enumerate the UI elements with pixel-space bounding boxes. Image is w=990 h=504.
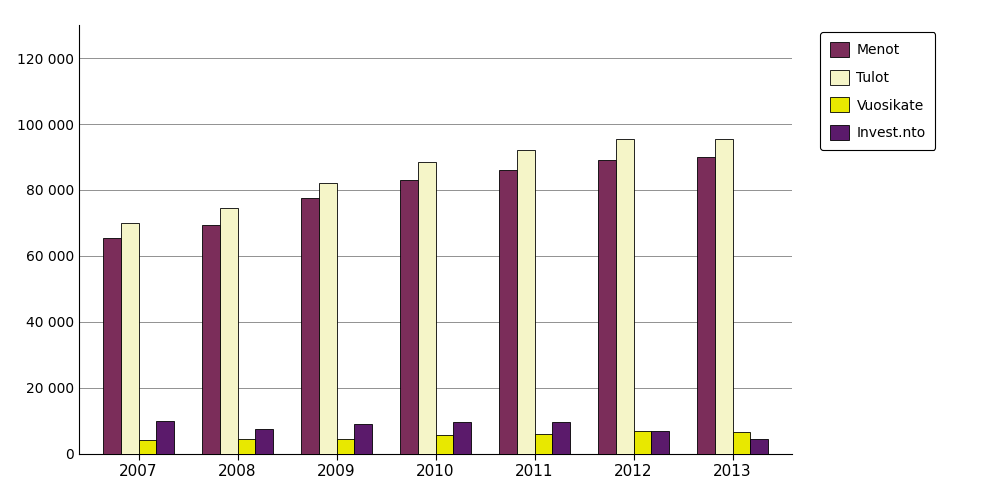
Bar <box>715 139 733 454</box>
Bar <box>156 421 174 454</box>
Bar <box>301 198 319 454</box>
Bar <box>337 439 354 454</box>
Bar <box>499 170 517 454</box>
Bar <box>202 225 220 454</box>
Bar <box>697 157 715 454</box>
Bar <box>319 183 337 454</box>
Bar <box>103 238 121 454</box>
Bar <box>651 430 669 454</box>
Legend: Menot, Tulot, Vuosikate, Invest.nto: Menot, Tulot, Vuosikate, Invest.nto <box>821 32 936 150</box>
Bar <box>453 422 471 454</box>
Bar <box>750 439 768 454</box>
Bar <box>616 139 634 454</box>
Bar <box>255 429 273 454</box>
Bar <box>354 424 372 454</box>
Bar <box>552 422 570 454</box>
Bar <box>598 160 616 454</box>
Bar <box>535 434 552 454</box>
Bar <box>733 432 750 454</box>
Bar <box>121 223 139 454</box>
Bar <box>220 208 238 454</box>
Bar <box>517 150 535 454</box>
Bar <box>634 430 651 454</box>
Bar <box>436 435 453 454</box>
Bar <box>400 180 418 454</box>
Bar <box>418 162 436 454</box>
Bar <box>238 439 255 454</box>
Bar <box>139 440 156 454</box>
